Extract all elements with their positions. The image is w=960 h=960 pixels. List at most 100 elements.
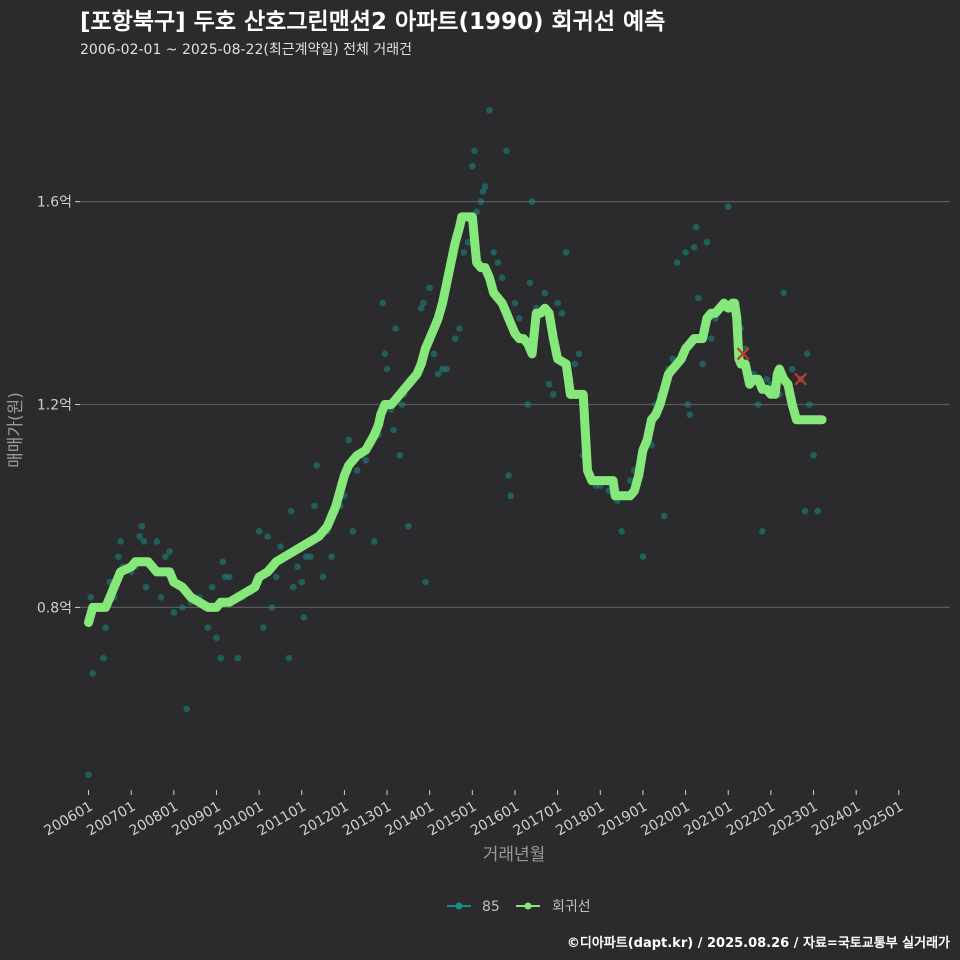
data-point <box>100 654 107 662</box>
data-point <box>486 107 493 114</box>
data-point <box>430 350 438 358</box>
data-point <box>477 198 485 205</box>
data-point <box>498 274 506 282</box>
data-point <box>479 188 487 195</box>
data-point <box>545 380 553 388</box>
data-point <box>225 573 233 581</box>
data-point <box>505 472 512 479</box>
data-point <box>136 533 144 540</box>
data-point <box>434 370 442 378</box>
scatter-points <box>85 107 822 779</box>
legend-85-dot <box>455 902 463 910</box>
data-point <box>370 538 378 545</box>
data-point <box>85 771 92 779</box>
data-point <box>390 426 397 434</box>
data-point <box>422 578 429 586</box>
data-point <box>383 365 391 373</box>
data-point <box>639 553 647 560</box>
data-point <box>464 238 472 246</box>
prediction-marker <box>737 347 750 360</box>
data-point <box>87 593 94 601</box>
data-point <box>417 304 425 312</box>
data-point <box>420 299 427 307</box>
data-point <box>507 492 515 500</box>
data-point <box>673 259 681 266</box>
data-point <box>140 538 148 545</box>
legend-regression-dot <box>524 902 532 910</box>
data-point <box>810 451 817 459</box>
data-point <box>554 299 561 307</box>
y-tick-label: 0.8억 <box>37 600 72 616</box>
data-point <box>451 335 459 342</box>
chart-title: [포항북구] 두호 산호그린맨션2 아파트(1990) 회귀선 예측 <box>80 9 665 35</box>
data-point <box>575 350 583 358</box>
data-point <box>805 401 813 408</box>
data-point <box>328 553 335 560</box>
regression-line <box>84 212 827 628</box>
data-point <box>426 284 434 292</box>
data-point <box>294 563 301 571</box>
data-point <box>277 543 284 550</box>
data-point <box>626 477 634 484</box>
data-point <box>618 528 625 535</box>
legend: 85 회귀선 <box>447 899 591 915</box>
data-point <box>102 624 109 631</box>
data-point <box>562 249 570 256</box>
y-tick-labels: 0.8억 1.2억 1.6억 <box>37 195 72 617</box>
data-point <box>481 183 489 190</box>
grid-lines <box>75 201 950 609</box>
data-point <box>690 244 698 251</box>
data-point <box>684 401 692 408</box>
data-point <box>161 553 169 560</box>
data-point <box>707 335 715 342</box>
data-point <box>396 451 404 459</box>
data-point <box>287 507 295 515</box>
y-axis-label: 매매가(원) <box>6 392 26 468</box>
data-point <box>763 375 770 383</box>
data-point <box>759 528 766 535</box>
data-point <box>524 401 532 408</box>
data-point <box>699 360 706 368</box>
y-tick-label: 1.2억 <box>37 398 72 414</box>
data-point <box>289 583 297 591</box>
data-point <box>306 553 314 560</box>
data-point <box>264 533 271 540</box>
x-tick-label: 202501 <box>852 799 906 840</box>
data-point <box>298 578 306 586</box>
data-point <box>503 147 510 155</box>
data-point <box>469 162 476 170</box>
data-point <box>157 593 165 601</box>
y-tick-label: 1.6억 <box>37 195 72 211</box>
data-point <box>724 203 732 211</box>
data-point <box>115 553 122 560</box>
data-point <box>179 604 186 611</box>
data-point <box>780 289 787 297</box>
data-point <box>511 299 519 307</box>
prediction-marker <box>794 373 807 386</box>
data-point <box>541 289 549 297</box>
data-point <box>405 522 412 530</box>
data-point <box>170 609 178 616</box>
legend-85-label: 85 <box>482 899 500 915</box>
data-point <box>814 507 822 515</box>
data-point <box>345 436 352 444</box>
x-axis-label: 거래년월 <box>483 845 546 865</box>
data-point <box>471 147 478 155</box>
data-point <box>801 507 809 515</box>
data-point <box>319 573 327 581</box>
data-point <box>89 670 97 677</box>
data-point <box>300 614 308 621</box>
data-point <box>353 467 361 474</box>
data-point <box>528 198 536 205</box>
legend-regression-label: 회귀선 <box>552 899 591 915</box>
data-point <box>398 401 406 408</box>
data-point <box>460 249 468 256</box>
data-point <box>682 249 689 256</box>
data-point <box>494 259 502 266</box>
data-point <box>379 299 387 307</box>
data-point <box>526 279 534 287</box>
data-point <box>268 604 276 611</box>
data-point <box>166 548 173 555</box>
regression-line-group <box>84 212 827 628</box>
data-point <box>208 583 216 591</box>
